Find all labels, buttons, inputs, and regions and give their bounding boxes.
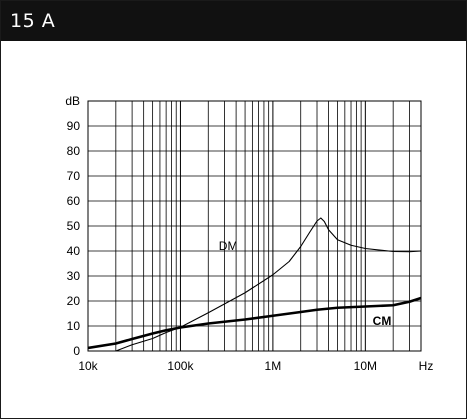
x-tick-label: 10k — [78, 359, 98, 373]
series-line-dm — [115, 217, 421, 351]
y-tick-label: 30 — [67, 269, 81, 283]
y-tick-label: 20 — [67, 294, 81, 308]
y-tick-label: 10 — [67, 319, 81, 333]
y-tick-label: 40 — [67, 244, 81, 258]
y-tick-label: 50 — [67, 219, 81, 233]
y-unit-label: dB — [65, 94, 80, 108]
y-tick-label: 60 — [67, 194, 81, 208]
series-label-dm: DM — [219, 239, 238, 253]
x-tick-label: 1M — [265, 359, 282, 373]
series-line-cm — [88, 296, 421, 350]
y-tick-label: 90 — [67, 119, 81, 133]
y-tick-label: 80 — [67, 144, 81, 158]
header-title: 15 A — [10, 10, 56, 32]
y-tick-label: 70 — [67, 169, 81, 183]
plot-frame — [87, 100, 422, 352]
x-unit-label: Hz — [419, 359, 434, 373]
header-bar: 15 A — [1, 1, 466, 41]
series-label-cm: CM — [373, 314, 392, 328]
x-tick-label: 100k — [167, 359, 194, 373]
y-tick-label: 0 — [73, 344, 80, 358]
x-tick-label: 10M — [354, 359, 377, 373]
